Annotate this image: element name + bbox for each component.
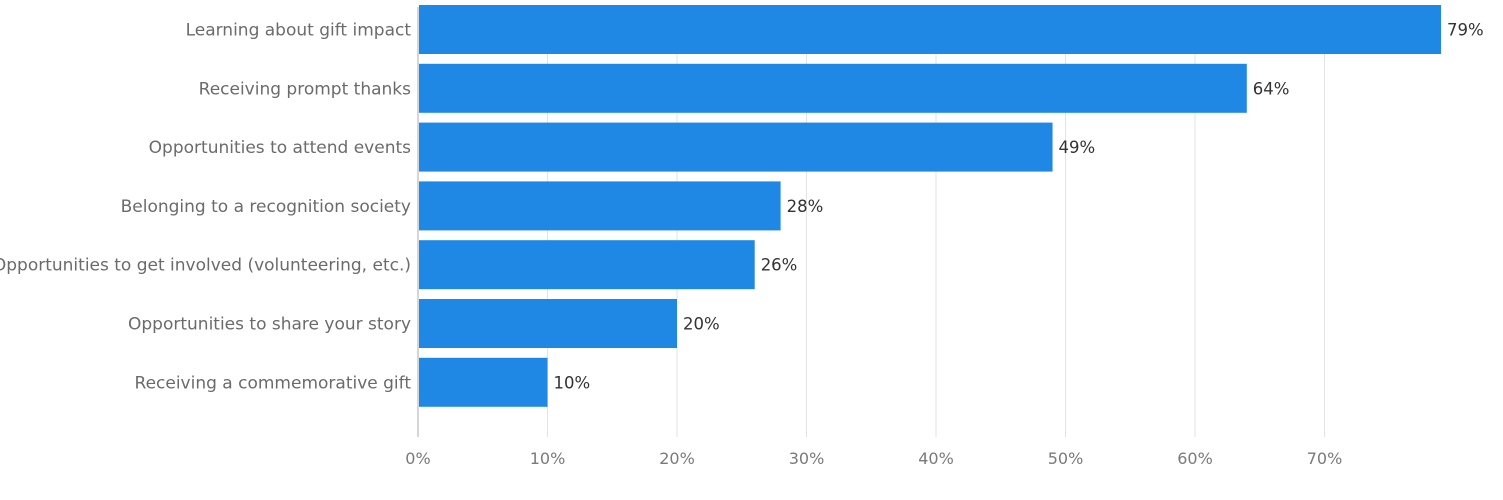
x-tick-label-20: 20% xyxy=(659,449,695,468)
x-tick-label-50: 50% xyxy=(1048,449,1084,468)
value-label-opportunities-to-get-involved-volunteering-etc: 26% xyxy=(761,256,798,275)
value-label-opportunities-to-attend-events: 49% xyxy=(1059,138,1096,157)
x-tick-label-10: 10% xyxy=(530,449,566,468)
x-tick-label-60: 60% xyxy=(1177,449,1213,468)
bar-receiving-prompt-thanks xyxy=(419,63,1247,113)
category-label-receiving-prompt-thanks: Receiving prompt thanks xyxy=(199,79,411,99)
category-label-receiving-a-commemorative-gift: Receiving a commemorative gift xyxy=(135,373,412,393)
bar-opportunities-to-get-involved-volunteering-etc xyxy=(419,240,755,290)
labels: 0% 10% 20% 30% 40% 50% 60% 70% Learning about gi… xyxy=(0,21,1484,469)
x-tick-label-30: 30% xyxy=(789,449,825,468)
bar-opportunities-to-attend-events xyxy=(419,122,1053,172)
category-label-opportunities-to-attend-events: Opportunities to attend events xyxy=(149,138,411,158)
value-label-opportunities-to-share-your-story: 20% xyxy=(683,315,720,334)
x-tick-label-70: 70% xyxy=(1307,449,1343,468)
x-tick-label-0: 0% xyxy=(405,449,430,468)
bar-receiving-a-commemorative-gift xyxy=(419,357,548,407)
value-label-belonging-to-a-recognition-society: 28% xyxy=(787,197,824,216)
category-label-opportunities-to-get-involved-volunteering-etc: Opportunities to get involved (volunteer… xyxy=(0,256,411,276)
bar-learning-about-gift-impact xyxy=(419,5,1442,54)
category-label-belonging-to-a-recognition-society: Belonging to a recognition society xyxy=(121,197,411,217)
value-label-learning-about-gift-impact: 79% xyxy=(1447,21,1484,40)
category-label-opportunities-to-share-your-story: Opportunities to share your story xyxy=(128,315,411,335)
category-label-learning-about-gift-impact: Learning about gift impact xyxy=(186,21,412,41)
value-label-receiving-a-commemorative-gift: 10% xyxy=(554,373,591,392)
x-tick-label-40: 40% xyxy=(918,449,954,468)
bar-opportunities-to-share-your-story xyxy=(419,299,677,348)
bar-belonging-to-a-recognition-society xyxy=(419,181,781,231)
bars xyxy=(419,5,1442,407)
value-label-receiving-prompt-thanks: 64% xyxy=(1253,79,1290,98)
